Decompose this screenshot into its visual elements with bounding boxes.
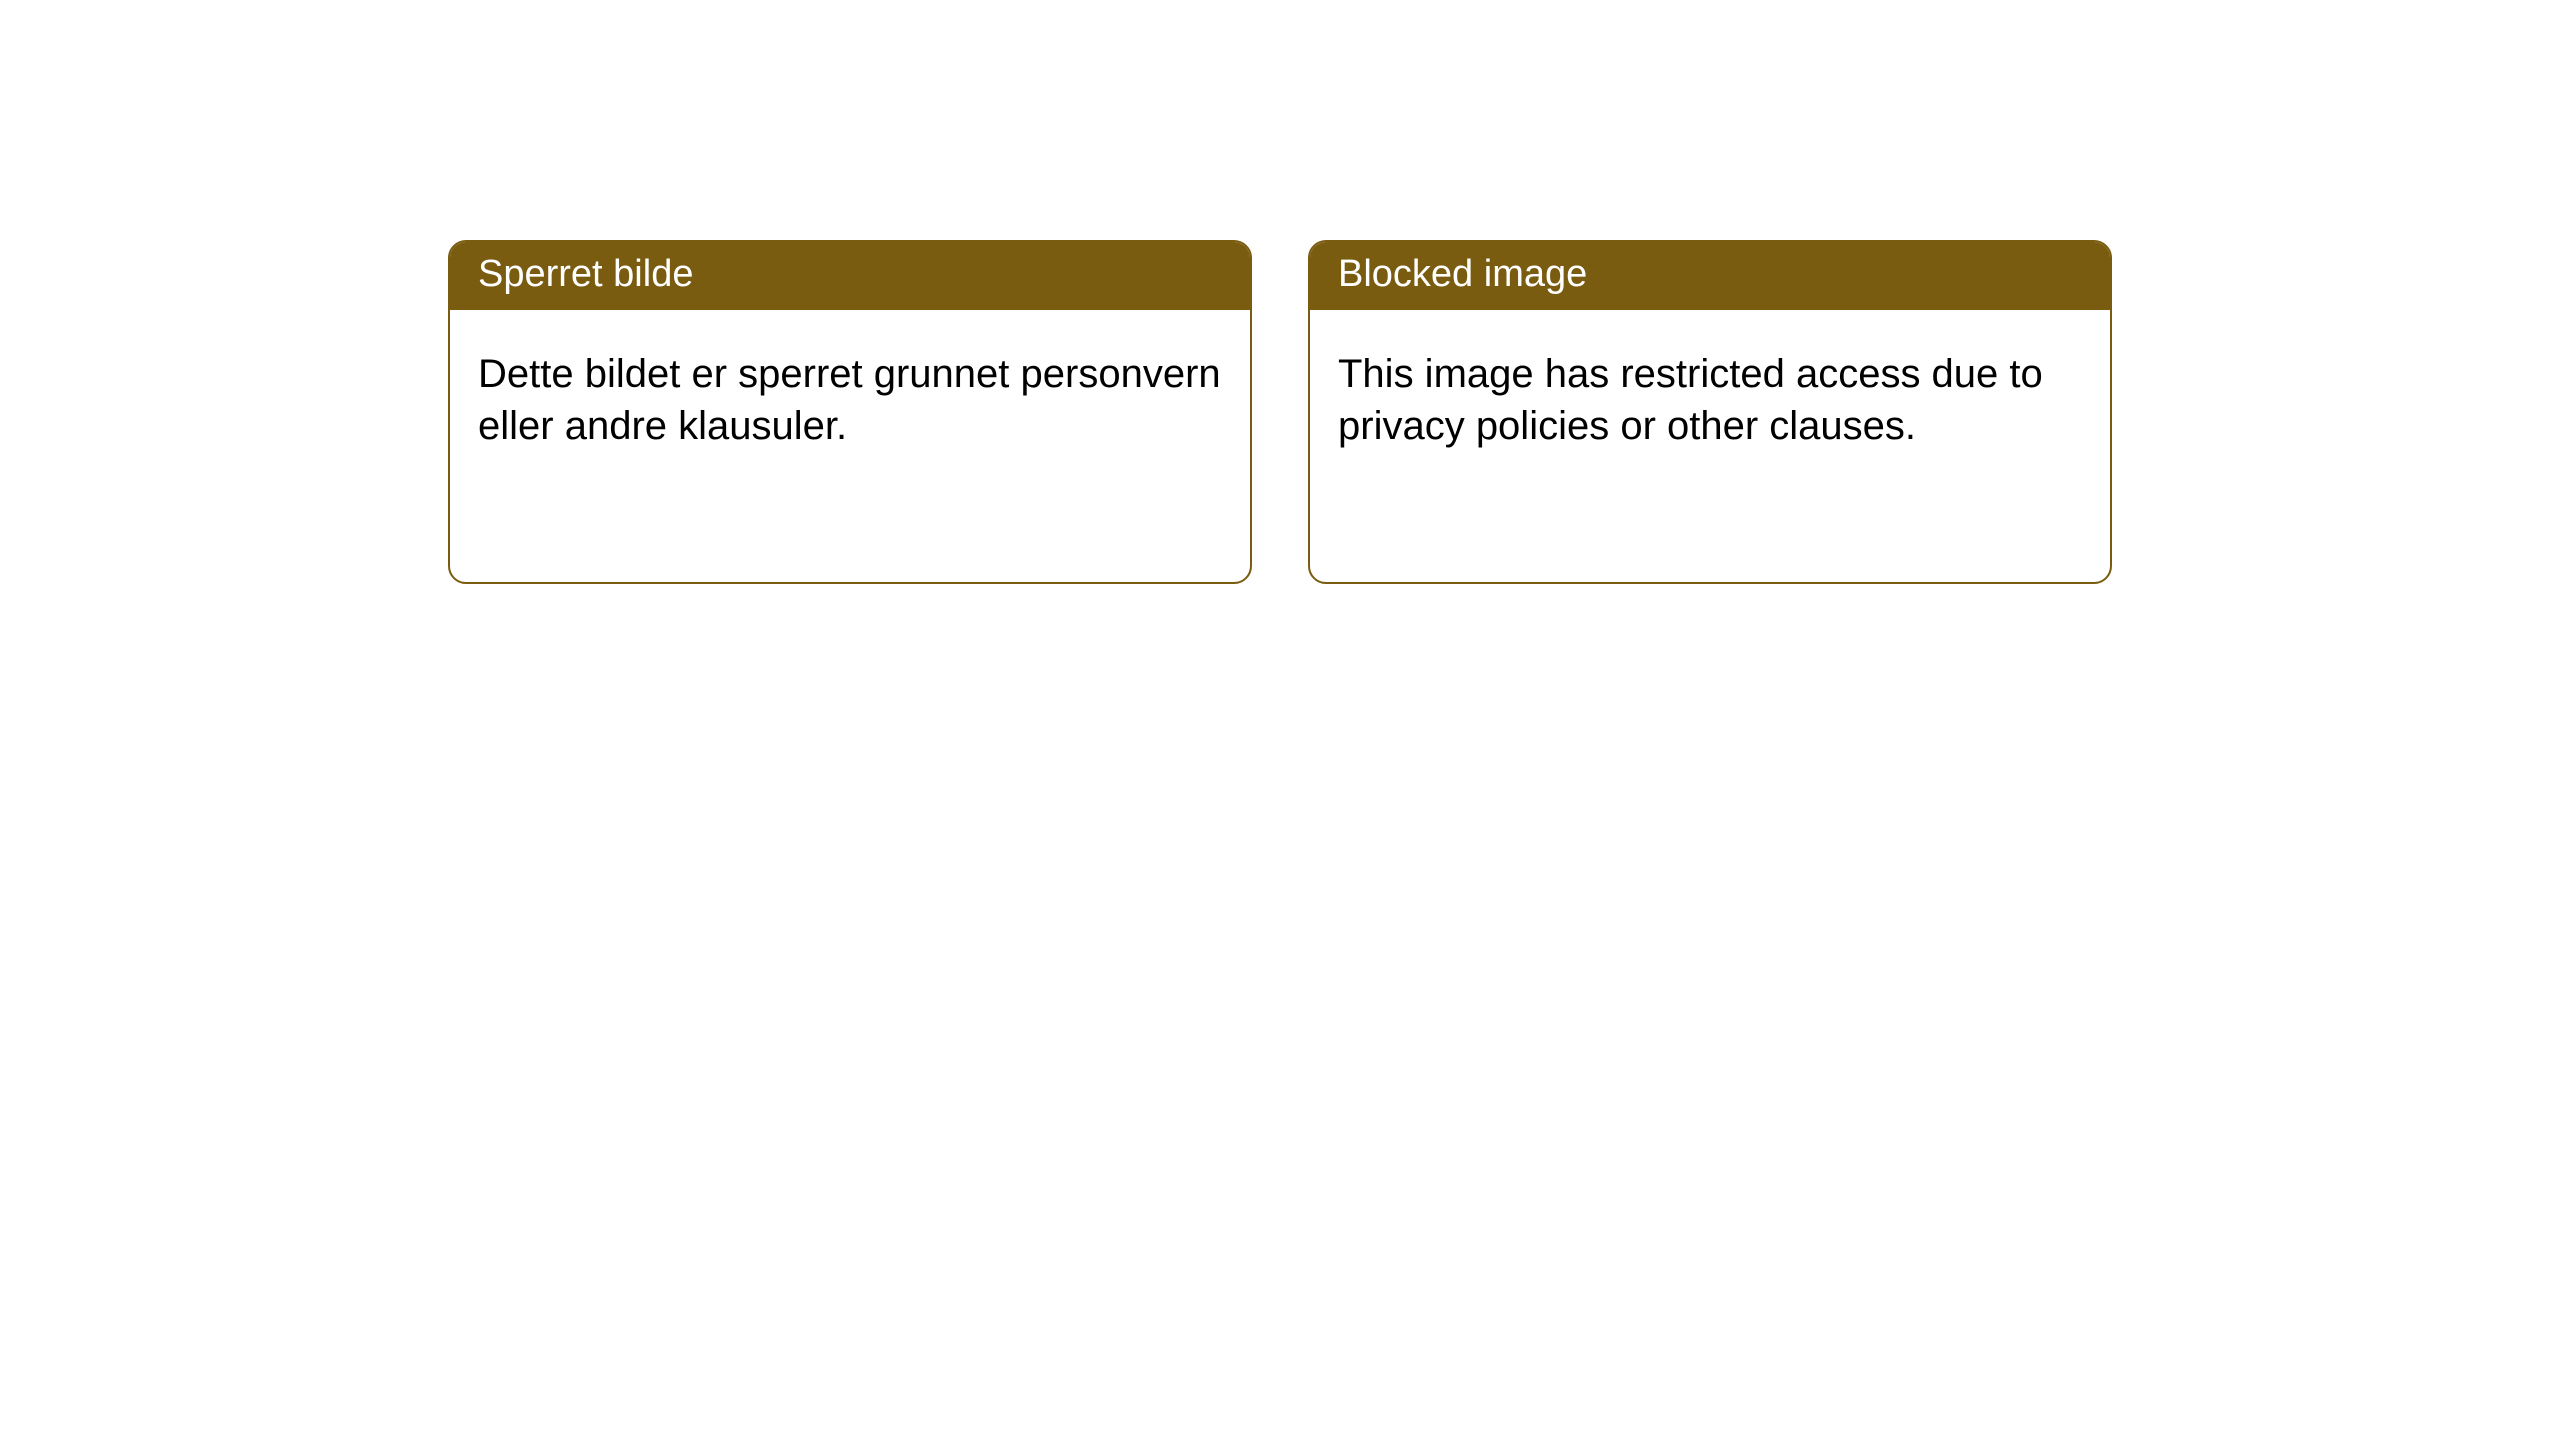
notice-body-english: This image has restricted access due to … — [1310, 310, 2110, 582]
notice-body-norwegian: Dette bildet er sperret grunnet personve… — [450, 310, 1250, 582]
notice-title-english: Blocked image — [1310, 242, 2110, 310]
notice-title-norwegian: Sperret bilde — [450, 242, 1250, 310]
notice-container: Sperret bilde Dette bildet er sperret gr… — [0, 0, 2560, 584]
notice-card-norwegian: Sperret bilde Dette bildet er sperret gr… — [448, 240, 1252, 584]
notice-card-english: Blocked image This image has restricted … — [1308, 240, 2112, 584]
